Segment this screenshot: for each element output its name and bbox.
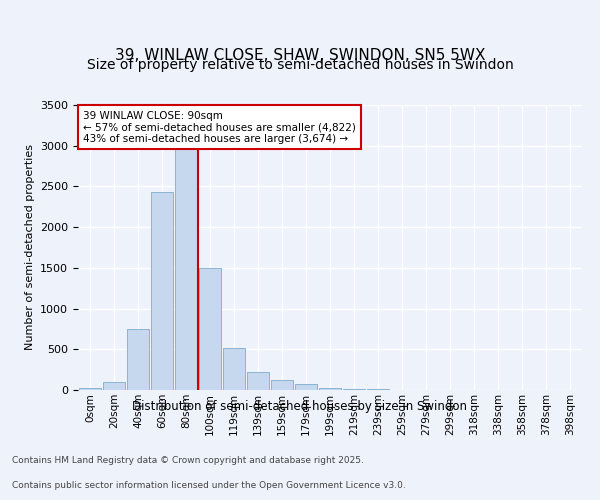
Text: Contains HM Land Registry data © Crown copyright and database right 2025.: Contains HM Land Registry data © Crown c…	[12, 456, 364, 465]
Text: Distribution of semi-detached houses by size in Swindon: Distribution of semi-detached houses by …	[133, 400, 467, 413]
Bar	[223, 348, 245, 390]
Text: 39 WINLAW CLOSE: 90sqm
← 57% of semi-detached houses are smaller (4,822)
43% of : 39 WINLAW CLOSE: 90sqm ← 57% of semi-det…	[83, 110, 356, 144]
Bar	[151, 192, 173, 390]
Y-axis label: Number of semi-detached properties: Number of semi-detached properties	[25, 144, 35, 350]
Bar	[127, 329, 149, 390]
Bar	[199, 268, 221, 390]
Bar	[103, 382, 125, 390]
Text: 39, WINLAW CLOSE, SHAW, SWINDON, SN5 5WX: 39, WINLAW CLOSE, SHAW, SWINDON, SN5 5WX	[115, 48, 485, 62]
Text: Size of property relative to semi-detached houses in Swindon: Size of property relative to semi-detach…	[86, 58, 514, 72]
Bar	[271, 380, 293, 390]
Bar	[175, 146, 197, 390]
Bar	[343, 389, 365, 390]
Bar	[319, 388, 341, 390]
Bar	[247, 372, 269, 390]
Bar	[79, 388, 101, 390]
Text: Contains public sector information licensed under the Open Government Licence v3: Contains public sector information licen…	[12, 481, 406, 490]
Bar	[295, 384, 317, 390]
